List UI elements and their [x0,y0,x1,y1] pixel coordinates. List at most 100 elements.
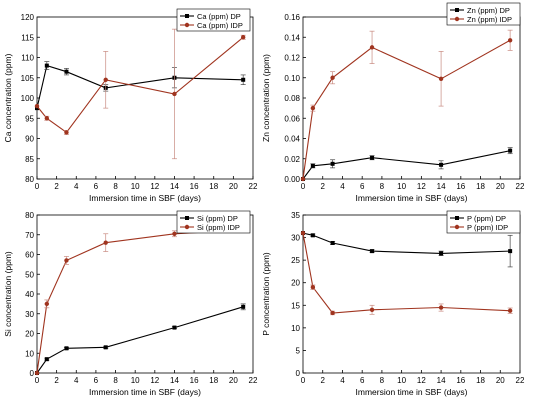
data-point [103,77,108,82]
x-tick-label: 8 [380,376,385,385]
x-tick-label: 12 [417,182,426,191]
x-tick-label: 20 [496,182,505,191]
y-tick-label: 25 [291,256,300,265]
legend: P (ppm) DPP (ppm) IDP [446,210,521,234]
x-tick-label: 2 [321,376,326,385]
x-tick-label: 20 [229,376,238,385]
series-dp [35,61,246,111]
x-tick-label: 18 [209,376,218,385]
chart-4: 0 2 4 6 8 10 12 14 16 18 20 22 0 5 10 15 20 25 30 35 Immersi… [261,210,525,397]
x-tick-label: 22 [249,182,258,191]
legend-label: Zn (ppm) IDP [467,15,512,24]
data-point [330,240,335,245]
data-point [172,325,177,330]
y-tick-label: 90 [25,135,34,144]
legend-marker [454,16,460,22]
y-tick-label: 30 [25,310,34,319]
series-dp [301,147,513,181]
y-tick-label: 100 [21,94,35,103]
chart-1: 0 2 4 6 8 10 12 14 16 18 20 22 80 85 90 95 100 105 110 115 1… [3,8,258,203]
data-point [369,45,375,50]
legend-label: Si (ppm) IDP [197,223,240,232]
x-tick-label: 22 [516,182,525,191]
y-tick-label: 0.12 [284,54,300,63]
y-tick-label: 30 [291,234,300,243]
y-tick-label: 115 [21,33,34,42]
chart-2: 0 2 4 6 8 10 12 14 16 18 20 22 0.00 0.02 0.04 0.06 0.08 0… [261,2,525,203]
data-point [172,231,177,236]
x-tick-label: 16 [190,376,199,385]
data-point [508,148,513,153]
y-tick-label: 80 [25,175,34,184]
x-tick-label: 10 [131,376,140,385]
data-point [172,91,177,97]
x-axis-label: Immersion time in SBF (days) [356,387,468,397]
x-tick-label: 4 [74,182,79,191]
data-point [64,258,69,263]
y-tick-label: 0.10 [284,74,300,83]
x-tick-label: 14 [170,376,179,385]
legend-box [446,210,521,234]
x-tick-label: 18 [209,182,218,191]
data-point [330,75,335,80]
data-point [439,251,444,256]
data-point [438,76,444,81]
x-tick-label: 22 [249,376,258,385]
x-tick-label: 8 [113,182,118,191]
legend-label: P (ppm) DP [467,214,506,223]
data-point [103,345,108,350]
x-tick-label: 18 [476,376,485,385]
legend-marker [455,8,459,12]
series-line [36,64,244,109]
y-tick-label: 0.04 [284,135,300,144]
x-axis-label: Immersion time in SBF (days) [89,193,201,203]
plot-frame [36,214,254,374]
x-tick-label: 0 [301,182,306,191]
legend-label: Ca (ppm) IDP [197,21,243,30]
series-idp [34,227,246,376]
data-point [44,63,49,68]
x-tick-label: 10 [397,376,406,385]
y-tick-label: 120 [21,13,35,22]
data-point [310,285,316,290]
y-tick-label: 0.06 [284,114,300,123]
y-tick-label: 20 [25,330,34,339]
y-tick-label: 95 [25,114,34,123]
x-tick-label: 4 [74,376,79,385]
legend-marker [184,22,190,28]
y-tick-label: 0.02 [284,155,300,164]
legend-label: P (ppm) IDP [467,223,508,232]
data-point [507,308,513,313]
x-tick-label: 20 [496,376,505,385]
data-point [300,176,306,182]
chart-3: 0 2 4 6 8 10 12 14 16 18 20 22 0 10 20 30 40 50 60 70 80 Imme… [3,210,258,397]
data-point [241,77,246,82]
series-line [36,229,244,374]
x-tick-label: 0 [35,182,40,191]
x-tick-label: 6 [94,182,99,191]
data-point [310,163,315,168]
x-tick-label: 16 [190,182,199,191]
series-line [302,233,511,314]
y-tick-label: 5 [296,346,301,355]
data-point [103,240,108,245]
y-tick-label: 0.08 [284,94,300,103]
x-tick-label: 8 [380,182,385,191]
x-tick-label: 6 [94,376,99,385]
data-point [439,162,444,167]
data-point [508,249,513,254]
x-tick-label: 22 [516,376,525,385]
legend-marker [184,224,190,230]
x-tick-label: 16 [456,376,465,385]
y-tick-label: 60 [25,251,34,260]
x-tick-label: 10 [131,182,140,191]
y-tick-label: 80 [25,211,34,220]
y-tick-label: 35 [291,211,300,220]
y-tick-label: 10 [25,349,34,358]
data-point [240,35,246,40]
legend-box [176,210,251,234]
series-idp [34,28,246,160]
